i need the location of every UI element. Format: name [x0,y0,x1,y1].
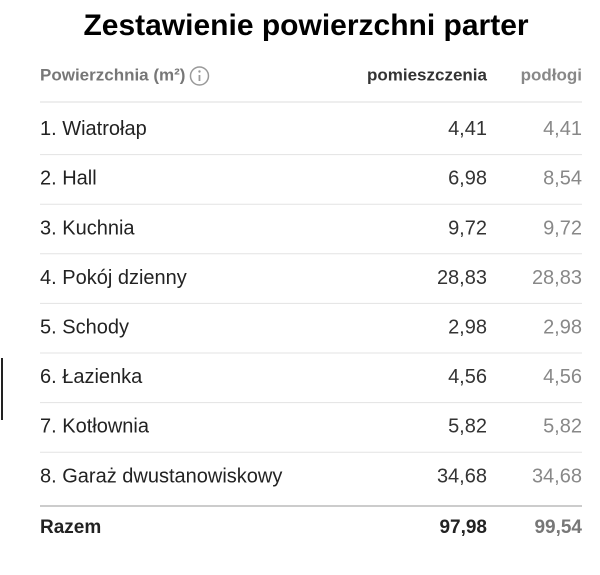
floor-area: 9,72 [543,217,582,239]
floor-area: 28,83 [532,267,582,289]
row-label: 1. Wiatrołap [40,118,147,140]
row-label: 8. Garaż dwustanowiskowy [40,465,282,487]
row-label: 6. Łazienka [40,366,143,388]
floor-area: 4,41 [543,118,582,140]
room-area: 2,98 [448,316,487,338]
room-area: 34,68 [437,465,487,487]
room-area: 4,56 [448,366,487,388]
floor-area: 8,54 [543,168,582,190]
title: Zestawienie powierzchni parter [83,9,528,42]
floor-area: 5,82 [543,416,582,438]
floor-area: 34,68 [532,465,582,487]
room-area: 28,83 [437,267,487,289]
room-area: 9,72 [448,217,487,239]
row-label: 7. Kotłownia [40,416,150,438]
info-icon[interactable] [189,66,210,86]
floor-area: 2,98 [543,316,582,338]
floor-area: 4,56 [543,366,582,388]
total-value: 99,54 [534,517,582,538]
room-area: 6,98 [448,168,487,190]
column-header: Powierzchnia (m²) [40,65,185,84]
total-label: Razem [40,517,101,538]
room-area: 4,41 [448,118,487,140]
column-header: pomieszczenia [367,65,488,84]
total-value: 97,98 [439,517,487,538]
row-label: 2. Hall [40,168,97,190]
row-label: 3. Kuchnia [40,217,135,239]
row-label: 5. Schody [40,316,129,338]
room-area: 5,82 [448,416,487,438]
column-header: podłogi [521,65,582,84]
row-label: 4. Pokój dzienny [40,267,187,289]
rows: 1. Wiatrołap 4,41 4,41 2. Hall 6,98 8,54 3. Ku… [40,118,582,487]
